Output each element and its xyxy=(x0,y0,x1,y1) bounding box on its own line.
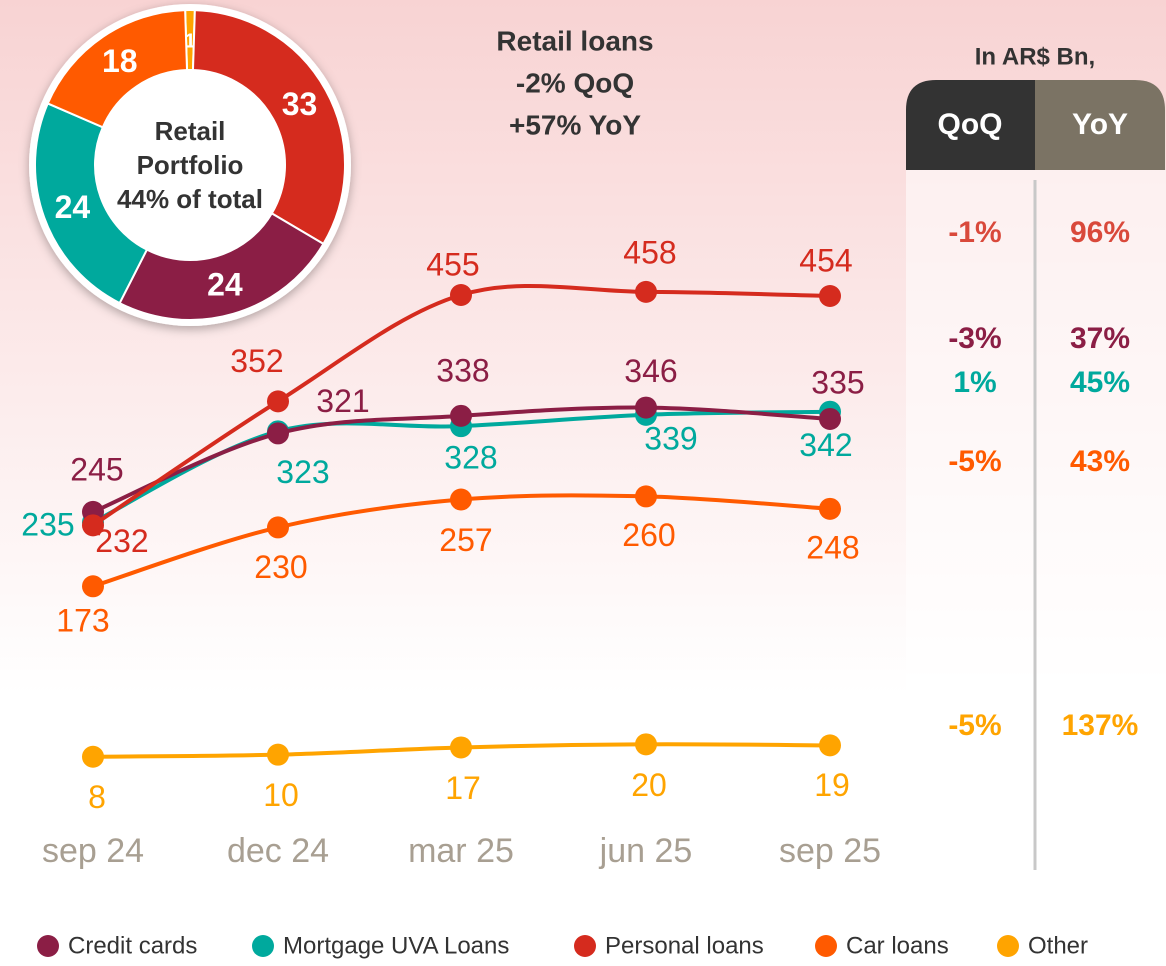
yoy-value: 137% xyxy=(1062,709,1139,742)
column-header: YoY xyxy=(1072,108,1128,141)
data-point xyxy=(267,422,289,445)
data-point xyxy=(635,733,657,756)
data-point xyxy=(267,516,289,539)
qoq-value: -3% xyxy=(948,322,1001,355)
data-label: 455 xyxy=(426,246,479,282)
slice-label: 33 xyxy=(282,86,318,122)
data-label: 257 xyxy=(439,522,492,558)
qoq-value: 1% xyxy=(953,366,996,399)
yoy-header xyxy=(1035,80,1165,170)
legend-label: Mortgage UVA Loans xyxy=(283,932,509,959)
x-tick-label: jun 25 xyxy=(599,832,693,870)
data-label: 323 xyxy=(276,454,329,490)
data-point xyxy=(819,497,841,520)
data-point xyxy=(450,488,472,511)
yoy-value: 43% xyxy=(1070,445,1130,478)
data-label: 335 xyxy=(811,364,864,400)
data-point xyxy=(819,285,841,308)
chart-subtitle: +57% YoY xyxy=(509,109,641,140)
data-label: 8 xyxy=(88,779,106,815)
legend-swatch xyxy=(252,935,274,957)
data-label: 173 xyxy=(56,603,109,639)
data-label: 342 xyxy=(799,427,852,463)
data-point xyxy=(82,514,104,537)
data-label: 17 xyxy=(445,770,481,806)
legend-swatch xyxy=(815,935,837,957)
data-point xyxy=(819,407,841,430)
qoq-value: -5% xyxy=(948,445,1001,478)
legend-label: Other xyxy=(1028,932,1088,959)
data-point xyxy=(267,743,289,766)
data-point xyxy=(267,390,289,413)
legend-swatch xyxy=(574,935,596,957)
data-label: 338 xyxy=(436,352,489,388)
data-label: 19 xyxy=(814,767,850,803)
column-header: QoQ xyxy=(938,108,1003,141)
data-label: 339 xyxy=(644,420,697,456)
legend-swatch xyxy=(997,935,1019,957)
legend-swatch xyxy=(37,935,59,957)
data-label: 321 xyxy=(316,383,369,419)
x-tick-label: mar 25 xyxy=(408,832,514,870)
data-label: 230 xyxy=(254,549,307,585)
data-label: 328 xyxy=(444,440,497,476)
legend-label: Car loans xyxy=(846,932,949,959)
data-point xyxy=(819,734,841,757)
qoq-header xyxy=(906,80,1035,170)
data-label: 454 xyxy=(799,242,852,278)
yoy-value: 45% xyxy=(1070,366,1130,399)
slice-label: 1 xyxy=(184,30,195,52)
data-label: 458 xyxy=(623,234,676,270)
data-point xyxy=(635,280,657,303)
qoq-value: -1% xyxy=(948,216,1001,249)
donut-center-label: 44% of total xyxy=(117,184,263,214)
data-point xyxy=(635,396,657,419)
legend-label: Personal loans xyxy=(605,932,764,959)
data-point xyxy=(450,736,472,759)
x-tick-label: dec 24 xyxy=(227,832,329,870)
data-point xyxy=(82,745,104,768)
slice-label: 18 xyxy=(102,43,138,79)
qoq-value: -5% xyxy=(948,709,1001,742)
data-label: 20 xyxy=(631,767,667,803)
data-label: 235 xyxy=(21,507,74,543)
x-tick-label: sep 24 xyxy=(42,832,144,870)
data-label: 260 xyxy=(622,517,675,553)
data-point xyxy=(82,575,104,598)
legend-label: Credit cards xyxy=(68,932,197,959)
data-label: 346 xyxy=(624,353,677,389)
table-caption: In AR$ Bn, xyxy=(975,43,1095,70)
yoy-value: 96% xyxy=(1070,216,1130,249)
slice-label: 24 xyxy=(55,189,91,225)
data-point xyxy=(450,283,472,306)
donut-center-label: Retail xyxy=(155,116,226,146)
data-label: 352 xyxy=(230,343,283,379)
slice-label: 24 xyxy=(207,266,243,302)
data-label: 248 xyxy=(806,529,859,565)
donut-center-label: Portfolio xyxy=(137,150,244,180)
data-point xyxy=(450,404,472,427)
x-tick-label: sep 25 xyxy=(779,832,881,870)
data-label: 232 xyxy=(95,523,148,559)
yoy-value: 37% xyxy=(1070,322,1130,355)
data-point xyxy=(635,485,657,508)
chart-subtitle: -2% QoQ xyxy=(516,67,634,98)
donut-hole xyxy=(95,70,285,260)
data-label: 245 xyxy=(70,451,123,487)
chart-title: Retail loans xyxy=(496,25,653,56)
data-label: 10 xyxy=(263,777,299,813)
